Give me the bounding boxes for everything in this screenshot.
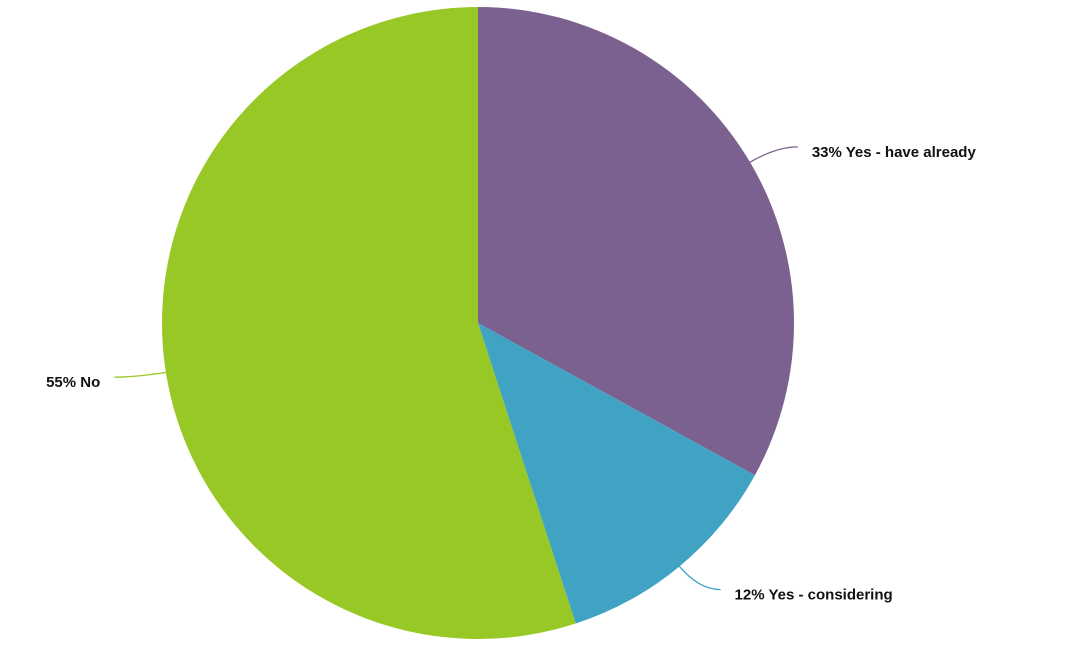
- pie-slice: [478, 323, 755, 624]
- leader-line: [677, 564, 721, 591]
- data-label: 12% Yes - considering: [735, 587, 893, 604]
- data-label: 55% No: [46, 374, 100, 391]
- leader-line: [114, 371, 168, 378]
- leader-line: [747, 146, 798, 164]
- pie-slice: [162, 7, 576, 639]
- data-label: 33% Yes - have already: [812, 144, 977, 161]
- pie-slice: [478, 7, 794, 476]
